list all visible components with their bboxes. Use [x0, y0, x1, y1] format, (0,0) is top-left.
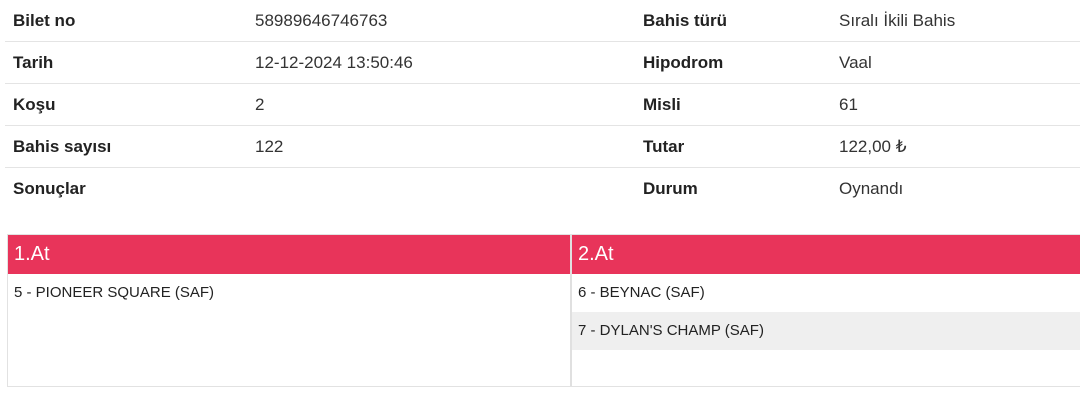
horse-column-1: 1.At 5 - PIONEER SQUARE (SAF)	[8, 235, 572, 386]
detail-label: Bahis türü	[643, 11, 728, 30]
detail-value: 12-12-2024 13:50:46	[255, 53, 413, 72]
column-header: 2.At	[572, 235, 1080, 274]
horse-column-2: 2.At 6 - BEYNAC (SAF) 7 - DYLAN'S CHAMP …	[572, 235, 1080, 386]
detail-label: Bilet no	[13, 11, 76, 30]
detail-value: 58989646746763	[255, 11, 388, 30]
horse-selections-table: 1.At 5 - PIONEER SQUARE (SAF) 2.At 6 - B…	[7, 234, 1080, 387]
horse-item: 5 - PIONEER SQUARE (SAF)	[14, 284, 215, 301]
detail-label: Tarih	[13, 53, 54, 72]
detail-row: Koşu 2 Misli 61	[5, 84, 1080, 126]
detail-label: Tutar	[643, 137, 685, 156]
horse-item: 7 - DYLAN'S CHAMP (SAF)	[572, 312, 1080, 350]
detail-label: Koşu	[13, 95, 56, 114]
column-header: 1.At	[8, 235, 570, 274]
detail-label: Durum	[643, 179, 698, 198]
detail-row: Tarih 12-12-2024 13:50:46 Hipodrom Vaal	[5, 42, 1080, 84]
detail-row: Bilet no 58989646746763 Bahis türü Sıral…	[5, 0, 1080, 42]
detail-value: Sıralı İkili Bahis	[839, 11, 956, 30]
detail-value: 122,00 ₺	[839, 137, 907, 156]
detail-label: Hipodrom	[643, 53, 724, 72]
detail-label: Misli	[643, 95, 681, 114]
detail-value: 2	[255, 95, 265, 114]
detail-value: 61	[839, 95, 858, 114]
detail-label: Bahis sayısı	[13, 137, 112, 156]
detail-value: Oynandı	[839, 179, 904, 198]
detail-value: 122	[255, 137, 284, 156]
detail-label: Sonuçlar	[13, 179, 86, 198]
detail-row: Bahis sayısı 122 Tutar 122,00 ₺	[5, 126, 1080, 168]
ticket-details-table: Bilet no 58989646746763 Bahis türü Sıral…	[5, 0, 1080, 210]
detail-row: Sonuçlar Durum Oynandı	[5, 168, 1080, 210]
horse-item: 6 - BEYNAC (SAF)	[578, 284, 705, 301]
detail-value: Vaal	[839, 53, 872, 72]
